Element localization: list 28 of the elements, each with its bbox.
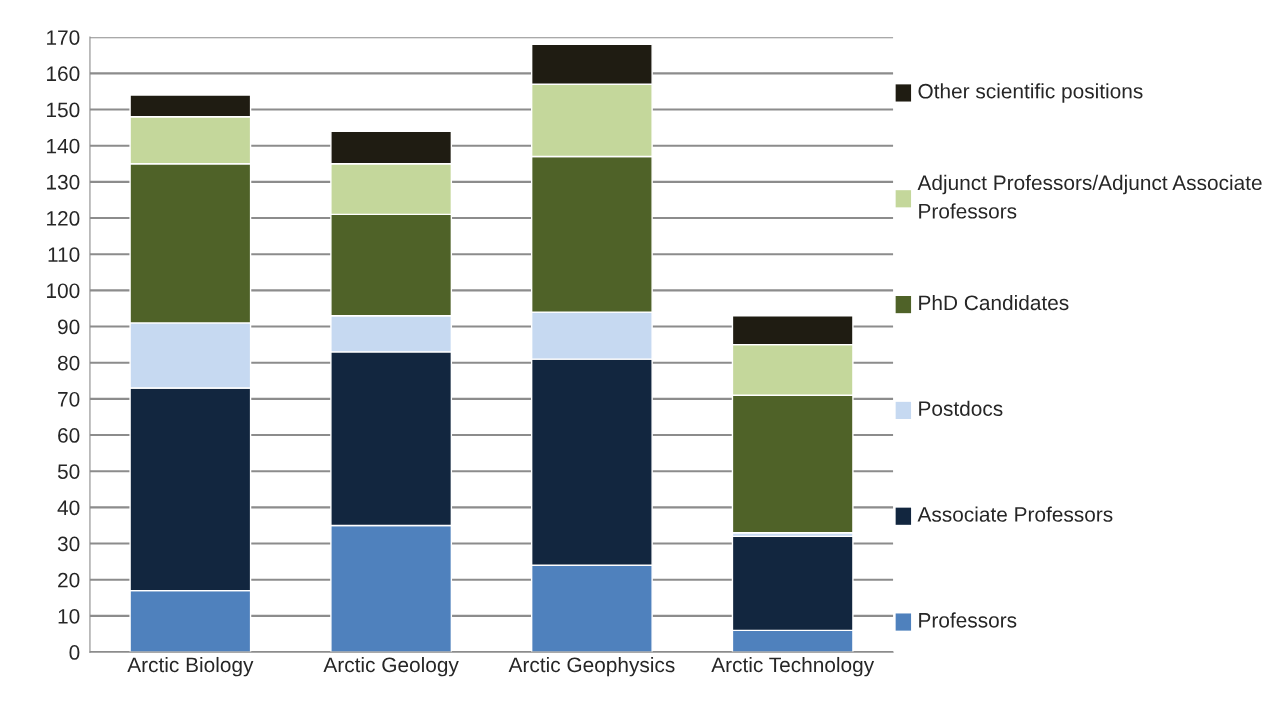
y-tick-label: 170 — [47, 30, 80, 45]
x-tick-label: Arctic Technology — [711, 656, 875, 677]
y-tick-label: 40 — [57, 500, 80, 516]
y-tick-label: 120 — [47, 211, 80, 226]
y-tick-label: 110 — [48, 247, 80, 262]
y-tick-label: 70 — [58, 391, 80, 407]
legend-label: Postdocs — [919, 400, 1003, 416]
legend-label: Professors — [919, 612, 1017, 628]
x-tick-label: Arctic Geology — [323, 656, 459, 677]
y-tick-label: 140 — [47, 138, 80, 154]
y-tick-label: 90 — [58, 319, 80, 335]
y-tick-label: 130 — [47, 174, 80, 190]
legend-label: Other scientific positions — [918, 83, 1143, 103]
legend-label: PhD Candidates — [919, 294, 1069, 311]
legend-label: Associate Professors — [917, 506, 1113, 522]
y-tick-label: 0 — [69, 645, 80, 660]
legend-label: Adjunct Professors/Adjunct Associate Professors — [917, 174, 1262, 219]
y-tick-label: 50 — [57, 464, 80, 479]
y-tick-label: 160 — [47, 66, 80, 82]
y-tick-label: 30 — [57, 536, 80, 552]
y-tick-label: 20 — [58, 572, 80, 588]
y-tick-label: 60 — [58, 428, 80, 443]
x-tick-label: Arctic Geophysics — [508, 656, 675, 677]
y-tick-label: 100 — [47, 283, 80, 299]
y-tick-label: 80 — [57, 355, 80, 371]
x-tick-label: Arctic Biology — [127, 656, 254, 677]
y-tick-label: 10 — [58, 608, 80, 624]
y-tick-label: 150 — [47, 102, 80, 118]
